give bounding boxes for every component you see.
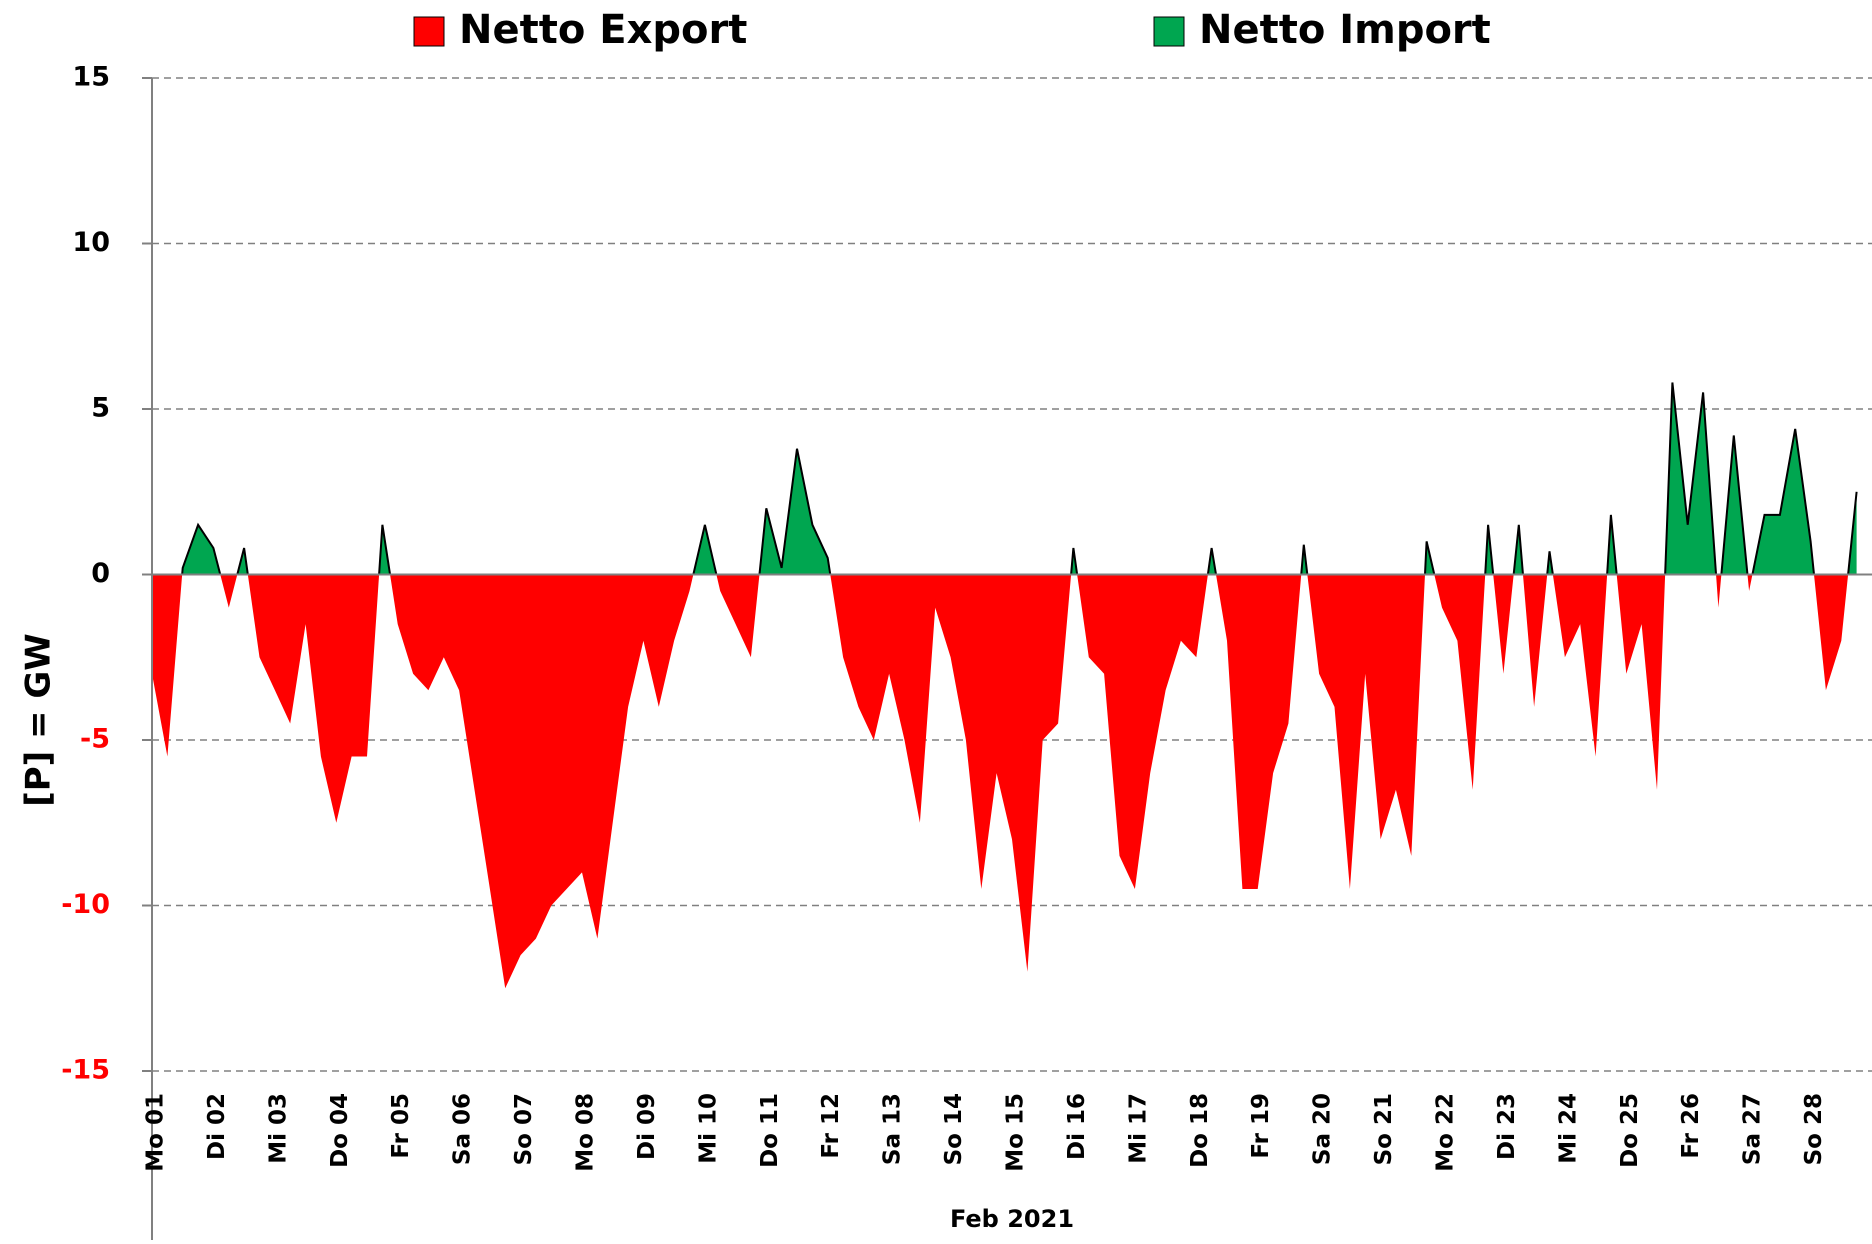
x-tick-label: Do 25 xyxy=(1617,1093,1643,1168)
x-tick-label: Mo 15 xyxy=(1003,1093,1029,1172)
x-tick-label: Mi 03 xyxy=(265,1093,291,1164)
x-tick-label: Fr 19 xyxy=(1248,1093,1274,1159)
x-tick-label: Mo 01 xyxy=(143,1093,169,1172)
x-tick-label: Do 11 xyxy=(757,1093,783,1168)
legend-swatch xyxy=(413,16,445,47)
x-tick-label: Do 18 xyxy=(1187,1093,1213,1168)
x-tick-label: So 28 xyxy=(1801,1093,1827,1165)
x-tick-label: Mi 17 xyxy=(1125,1093,1151,1164)
x-axis-title: Feb 2021 xyxy=(950,1205,1074,1233)
x-tick-label: Di 16 xyxy=(1064,1093,1090,1160)
y-tick-label: 0 xyxy=(91,558,110,589)
x-tick-label: Mi 24 xyxy=(1555,1093,1581,1164)
y-axis-title: [P] = GW xyxy=(19,633,59,807)
x-tick-label: Sa 06 xyxy=(450,1093,476,1165)
y-tick-label: 10 xyxy=(72,227,110,258)
x-tick-label: Fr 05 xyxy=(388,1093,414,1159)
x-tick-label: Fr 12 xyxy=(818,1093,844,1159)
x-tick-label: Do 04 xyxy=(327,1093,353,1168)
x-tick-label: Di 23 xyxy=(1494,1093,1520,1160)
legend-swatch xyxy=(1153,16,1185,47)
x-tick-label: Di 02 xyxy=(204,1093,230,1160)
x-tick-label: Fr 26 xyxy=(1678,1093,1704,1159)
y-tick-label: 5 xyxy=(91,393,110,424)
x-tick-label: Mo 08 xyxy=(573,1093,599,1172)
x-tick-label: Mo 22 xyxy=(1433,1093,1459,1172)
x-tick-label: So 07 xyxy=(511,1093,537,1165)
x-tick-label: So 14 xyxy=(941,1093,967,1165)
x-tick-label: So 21 xyxy=(1371,1093,1397,1165)
y-tick-label: 15 xyxy=(72,62,110,93)
y-tick-label: -15 xyxy=(61,1055,110,1086)
export-area xyxy=(152,574,1857,989)
y-tick-label: -5 xyxy=(80,724,110,755)
x-tick-label: Sa 13 xyxy=(880,1093,906,1165)
x-tick-label: Di 09 xyxy=(634,1093,660,1160)
x-tick-label: Mi 10 xyxy=(695,1093,721,1164)
x-tick-label: Sa 27 xyxy=(1740,1093,1766,1165)
legend-label: Netto Import xyxy=(1199,7,1491,53)
x-tick-label: Sa 20 xyxy=(1310,1093,1336,1165)
legend-label: Netto Export xyxy=(459,7,747,53)
import-area xyxy=(152,382,1857,575)
y-tick-label: -10 xyxy=(61,889,110,920)
